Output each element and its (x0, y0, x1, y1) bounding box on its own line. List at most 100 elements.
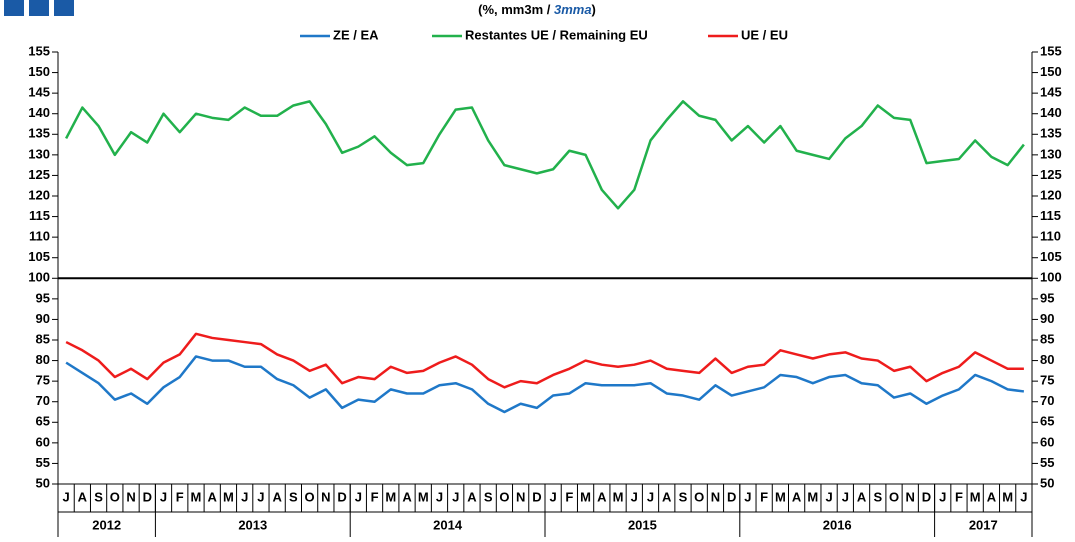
x-tick-label: J (241, 489, 248, 504)
legend-label: ZE / EA (333, 27, 379, 42)
x-tick-label: M (1002, 489, 1013, 504)
year-label: 2016 (823, 517, 852, 532)
y2-tick-label: 50 (1040, 475, 1054, 490)
x-tick-label: J (631, 489, 638, 504)
x-tick-label: A (597, 489, 607, 504)
y2-tick-label: 150 (1040, 64, 1062, 79)
y-tick-label: 125 (28, 167, 50, 182)
x-tick-label: J (355, 489, 362, 504)
x-tick-label: M (580, 489, 591, 504)
x-tick-label: J (160, 489, 167, 504)
x-tick-label: O (889, 489, 899, 504)
x-tick-label: N (321, 489, 330, 504)
x-tick-label: J (939, 489, 946, 504)
x-tick-label: M (970, 489, 981, 504)
x-tick-label: J (842, 489, 849, 504)
y-tick-label: 90 (36, 311, 50, 326)
y-tick-label: 55 (36, 455, 50, 470)
year-label: 2017 (969, 517, 998, 532)
x-tick-label: O (499, 489, 509, 504)
x-tick-label: M (385, 489, 396, 504)
y2-tick-label: 145 (1040, 85, 1062, 100)
y-tick-label: 100 (28, 270, 50, 285)
x-tick-label: S (873, 489, 882, 504)
legend-label: UE / EU (741, 27, 788, 42)
x-tick-label: A (857, 489, 867, 504)
x-tick-label: J (1020, 489, 1027, 504)
y-tick-label: 60 (36, 434, 50, 449)
x-tick-label: M (223, 489, 234, 504)
x-tick-label: S (289, 489, 298, 504)
y2-tick-label: 90 (1040, 311, 1054, 326)
x-tick-label: J (257, 489, 264, 504)
x-tick-label: M (807, 489, 818, 504)
series-line (65, 355, 1025, 414)
year-label: 2014 (433, 517, 463, 532)
x-tick-label: J (549, 489, 556, 504)
x-tick-label: J (62, 489, 69, 504)
subtitle-part: (%, mm3m / (478, 2, 554, 17)
series-line (65, 100, 1025, 210)
y2-tick-label: 95 (1040, 290, 1054, 305)
subtitle-part: ) (592, 2, 596, 17)
x-tick-label: A (78, 489, 88, 504)
x-tick-label: F (176, 489, 184, 504)
y2-tick-label: 120 (1040, 187, 1062, 202)
x-tick-label: A (792, 489, 802, 504)
x-tick-label: J (825, 489, 832, 504)
x-tick-label: F (760, 489, 768, 504)
x-tick-label: M (775, 489, 786, 504)
y2-tick-label: 155 (1040, 43, 1062, 58)
y-tick-label: 75 (36, 373, 50, 388)
x-tick-label: A (402, 489, 412, 504)
y-tick-label: 95 (36, 290, 50, 305)
y-tick-label: 65 (36, 414, 50, 429)
y-tick-label: 140 (28, 105, 50, 120)
logo-block (54, 0, 74, 16)
x-tick-label: S (679, 489, 688, 504)
x-tick-label: J (647, 489, 654, 504)
y2-tick-label: 100 (1040, 270, 1062, 285)
x-tick-label: J (436, 489, 443, 504)
y-tick-label: 85 (36, 331, 50, 346)
x-tick-label: A (272, 489, 282, 504)
x-tick-label: F (565, 489, 573, 504)
x-tick-label: O (694, 489, 704, 504)
logo-block (29, 0, 49, 16)
y-tick-label: 145 (28, 85, 50, 100)
x-tick-label: J (452, 489, 459, 504)
x-tick-label: M (613, 489, 624, 504)
x-tick-label: A (662, 489, 672, 504)
logo-block (4, 0, 24, 16)
legend-label: Restantes UE / Remaining EU (465, 27, 648, 42)
y-tick-label: 110 (29, 229, 50, 244)
year-label: 2012 (92, 517, 121, 532)
x-tick-label: O (110, 489, 120, 504)
x-tick-label: J (744, 489, 751, 504)
x-tick-label: M (191, 489, 202, 504)
y-tick-label: 115 (29, 208, 50, 223)
y2-tick-label: 55 (1040, 455, 1054, 470)
y2-tick-label: 125 (1040, 167, 1062, 182)
x-tick-label: F (371, 489, 379, 504)
x-tick-label: N (126, 489, 135, 504)
x-tick-label: F (955, 489, 963, 504)
y2-tick-label: 105 (1040, 249, 1062, 264)
x-tick-label: D (727, 489, 736, 504)
x-tick-label: N (711, 489, 720, 504)
y2-tick-label: 140 (1040, 105, 1062, 120)
y2-tick-label: 65 (1040, 414, 1054, 429)
subtitle: (%, mm3m / 3mma) (478, 2, 596, 17)
year-label: 2013 (238, 517, 267, 532)
y-tick-label: 135 (28, 126, 50, 141)
y2-tick-label: 135 (1040, 126, 1062, 141)
x-tick-label: A (467, 489, 477, 504)
x-tick-label: S (484, 489, 493, 504)
x-tick-label: S (94, 489, 103, 504)
x-tick-label: D (143, 489, 152, 504)
x-tick-label: N (906, 489, 915, 504)
x-tick-label: A (208, 489, 218, 504)
y-tick-label: 105 (28, 249, 50, 264)
x-tick-label: N (516, 489, 525, 504)
